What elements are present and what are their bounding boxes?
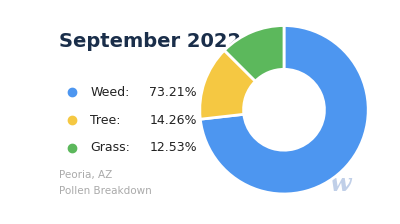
Text: Peoria, AZ: Peoria, AZ bbox=[59, 170, 112, 180]
Text: September 2022: September 2022 bbox=[59, 32, 242, 51]
Wedge shape bbox=[200, 26, 368, 194]
Text: Grass:: Grass: bbox=[90, 141, 130, 154]
Text: 14.26%: 14.26% bbox=[149, 114, 197, 127]
Text: 12.53%: 12.53% bbox=[149, 141, 197, 154]
Text: Pollen Breakdown: Pollen Breakdown bbox=[59, 185, 152, 196]
Text: 73.21%: 73.21% bbox=[149, 86, 197, 99]
Text: Weed:: Weed: bbox=[90, 86, 130, 99]
Wedge shape bbox=[200, 50, 255, 119]
Wedge shape bbox=[224, 26, 284, 81]
Text: w: w bbox=[329, 172, 351, 196]
Text: Tree:: Tree: bbox=[90, 114, 121, 127]
